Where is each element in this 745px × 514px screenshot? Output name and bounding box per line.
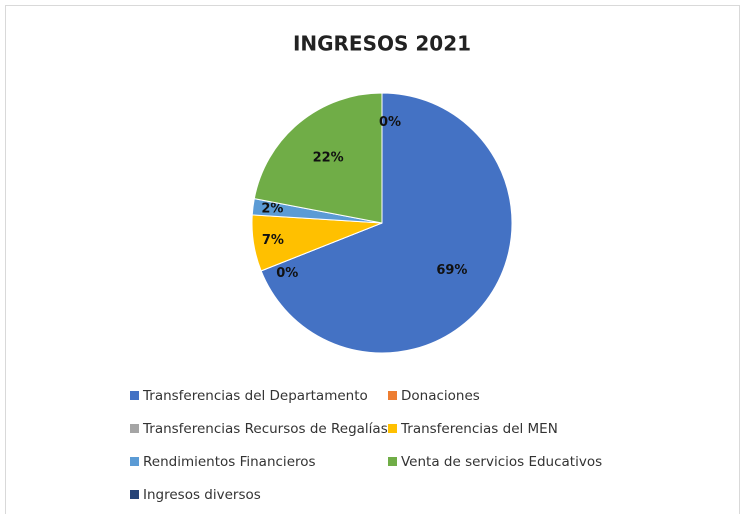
data-label: 0%	[379, 115, 401, 130]
legend-swatch	[130, 490, 139, 499]
data-label: 69%	[436, 263, 467, 278]
legend-label: Transferencias Recursos de Regalías	[142, 421, 388, 437]
legend-label: Rendimientos Financieros	[143, 454, 316, 470]
data-label: 0%	[276, 266, 298, 281]
legend-swatch	[388, 391, 397, 400]
data-label: 2%	[261, 202, 283, 217]
legend-label: Donaciones	[401, 388, 480, 404]
pie-slice	[253, 92, 383, 224]
legend-label: Ingresos diversos	[143, 487, 261, 503]
legend-swatch	[130, 424, 139, 433]
legend-label: Venta de servicios Educativos	[401, 454, 602, 470]
data-label: 7%	[262, 233, 284, 248]
legend-swatch	[388, 457, 397, 466]
legend-swatch	[130, 457, 139, 466]
legend-label: Transferencias del Departamento	[142, 388, 368, 404]
data-label: 22%	[313, 150, 344, 165]
chart-title: INGRESOS 2021	[293, 32, 471, 56]
legend-label: Transferencias del MEN	[400, 421, 558, 437]
legend-swatch	[388, 424, 397, 433]
legend-swatch	[130, 391, 139, 400]
pie-slice	[260, 92, 513, 354]
